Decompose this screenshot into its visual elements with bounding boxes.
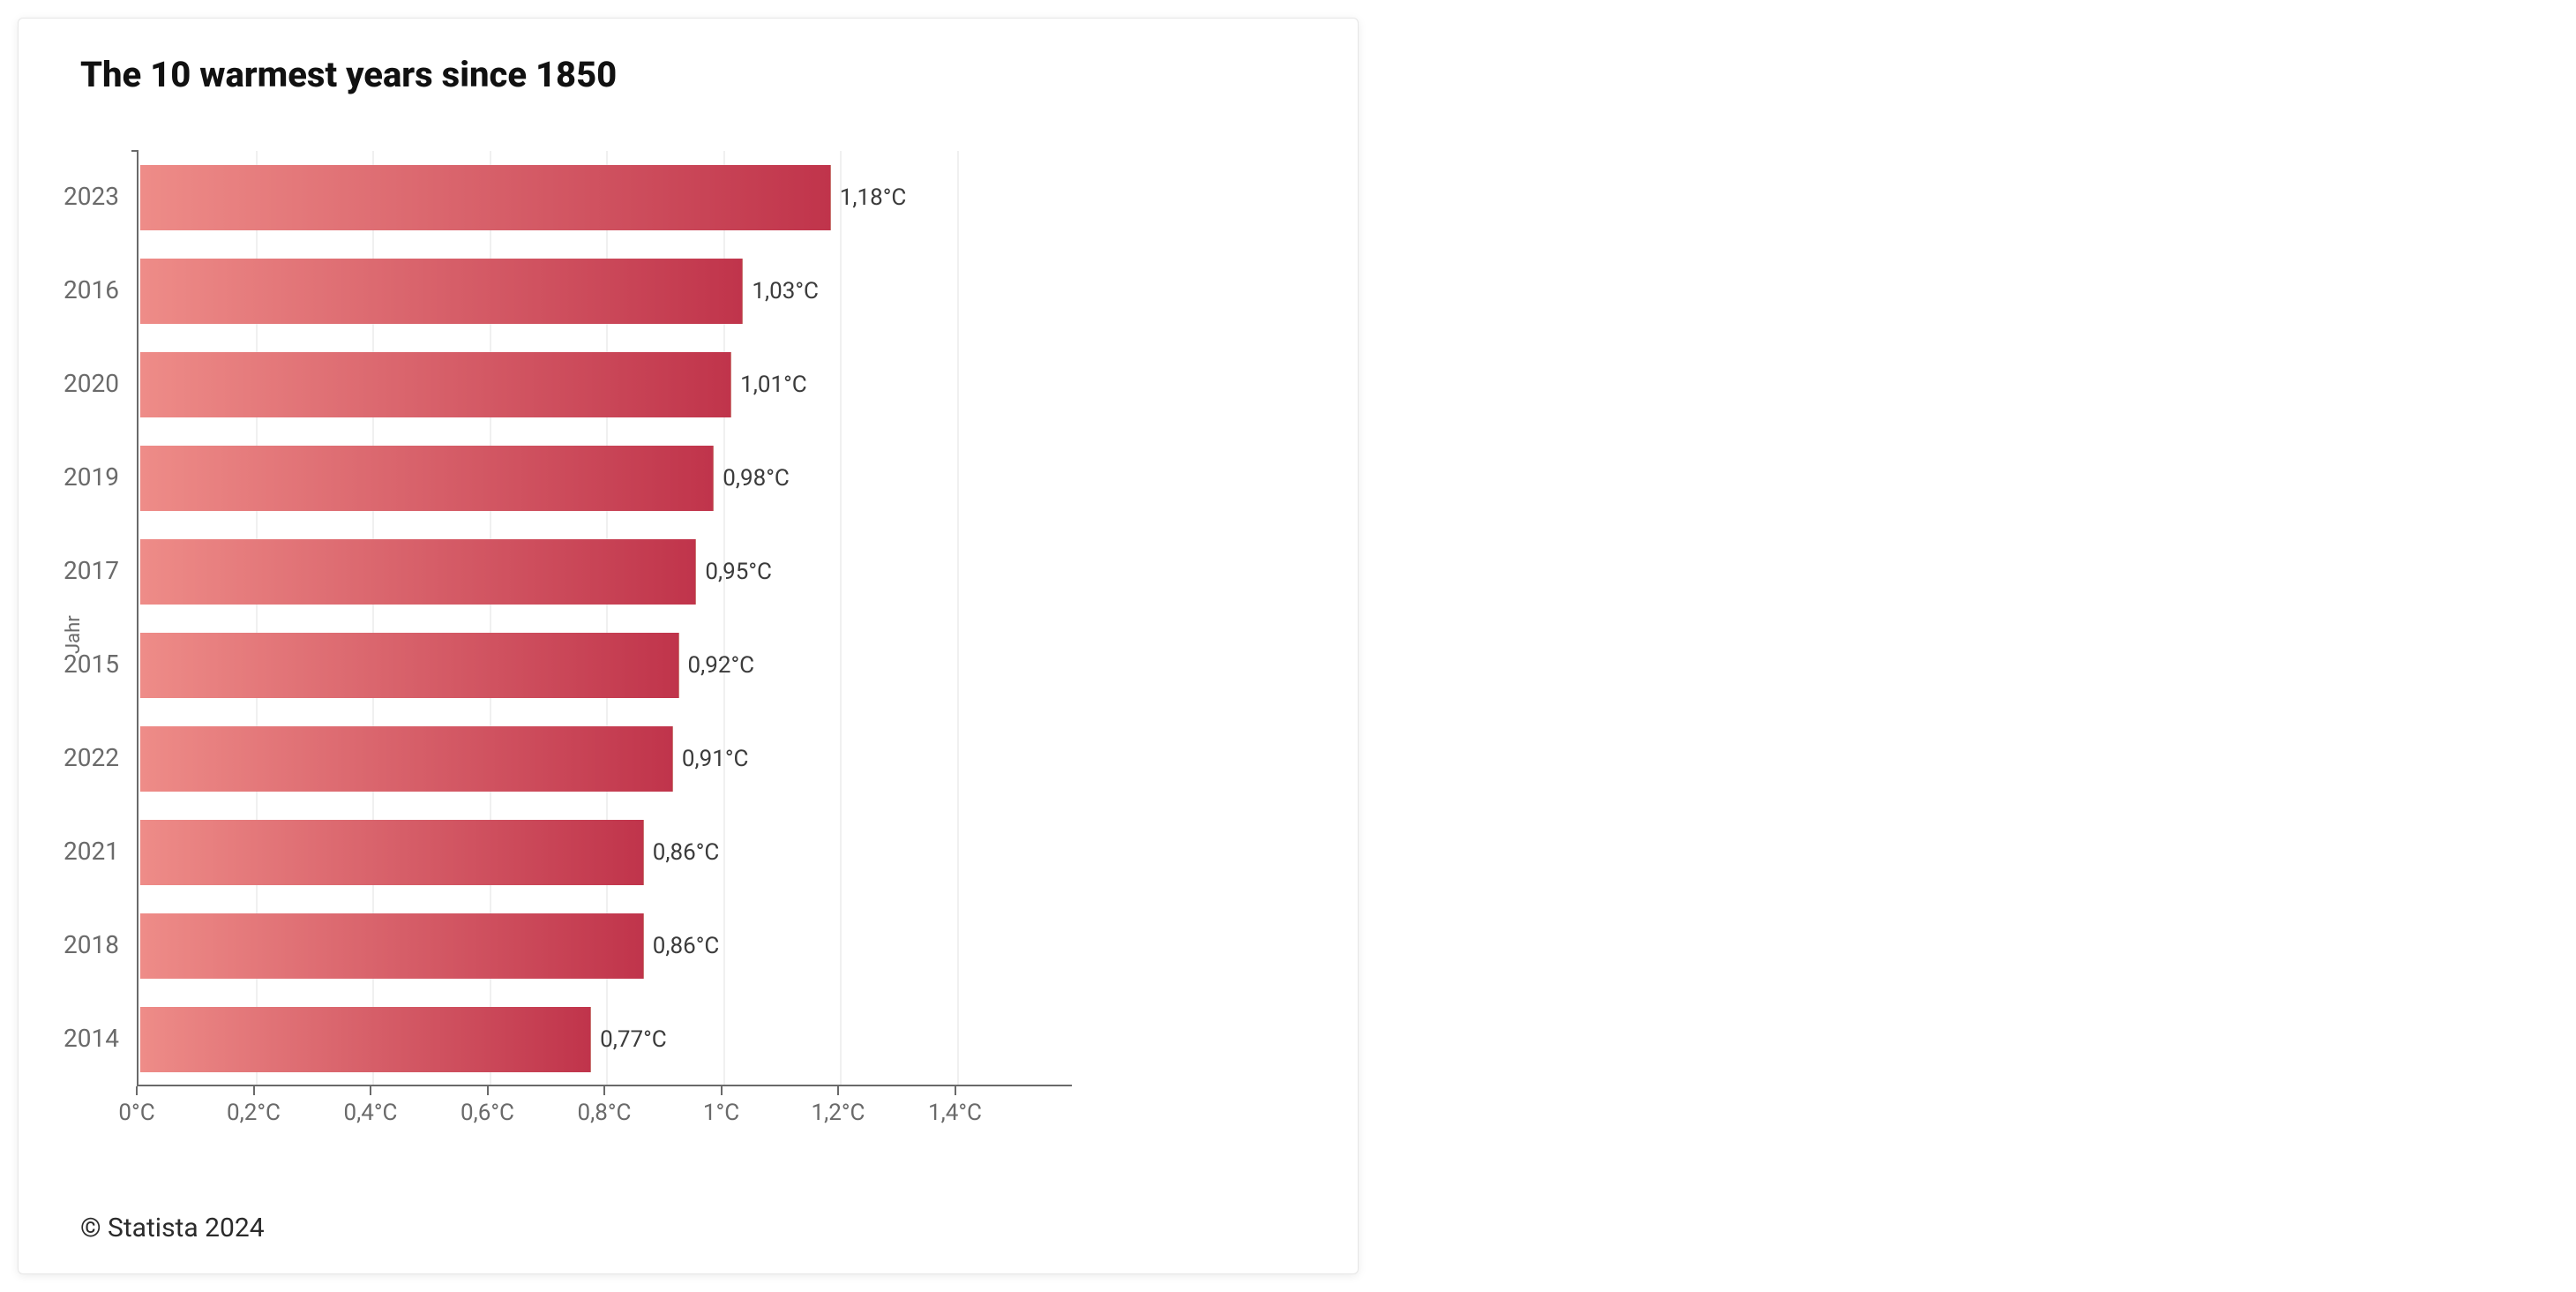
bar xyxy=(140,165,831,230)
bar-row: 0,98°C xyxy=(140,446,790,511)
y-axis-cap xyxy=(131,150,139,152)
bar-row: 1,18°C xyxy=(140,165,906,230)
x-tick-label: 0,4°C xyxy=(344,1100,398,1126)
gridline xyxy=(840,151,842,1085)
x-tick-label: 1,2°C xyxy=(812,1100,865,1126)
bar-row: 0,92°C xyxy=(140,633,754,698)
bar-value-label: 0,95°C xyxy=(705,559,772,585)
bar-value-label: 1,01°C xyxy=(740,372,807,398)
x-tick-mark xyxy=(253,1086,255,1095)
x-tick-mark xyxy=(370,1086,371,1095)
bar-row: 0,95°C xyxy=(140,539,772,605)
bar-value-label: 0,91°C xyxy=(682,746,749,772)
y-tick-label: 2020 xyxy=(13,369,119,398)
x-tick-label: 0°C xyxy=(118,1100,154,1126)
y-tick-label: 2023 xyxy=(13,182,119,211)
x-tick-mark xyxy=(603,1086,605,1095)
y-tick-label: 2018 xyxy=(13,930,119,959)
bar xyxy=(140,539,696,605)
x-tick-mark xyxy=(837,1086,839,1095)
chart-card: The 10 warmest years since 1850 Jahr 1,1… xyxy=(18,18,1359,1274)
x-tick-mark xyxy=(721,1086,723,1095)
plot-area: Jahr 1,18°C1,03°C1,01°C0,98°C0,95°C0,92°… xyxy=(137,151,1072,1139)
x-tick-mark xyxy=(487,1086,489,1095)
bar xyxy=(140,1007,591,1072)
chart-credit: © Statista 2024 xyxy=(80,1213,265,1243)
y-tick-label: 2016 xyxy=(13,275,119,304)
bar xyxy=(140,726,673,792)
bar-value-label: 0,98°C xyxy=(723,465,790,492)
y-tick-label: 2019 xyxy=(13,462,119,492)
y-tick-label: 2014 xyxy=(13,1024,119,1053)
bar xyxy=(140,633,679,698)
x-tick-label: 0,8°C xyxy=(578,1100,632,1126)
gridline xyxy=(957,151,959,1085)
bar-row: 1,03°C xyxy=(140,259,819,324)
bar-row: 1,01°C xyxy=(140,352,807,417)
y-tick-label: 2017 xyxy=(13,556,119,585)
bar-value-label: 0,92°C xyxy=(688,652,755,679)
x-tick-mark xyxy=(955,1086,956,1095)
bar-value-label: 1,18°C xyxy=(840,184,907,211)
x-tick-mark xyxy=(136,1086,138,1095)
x-tick-label: 0,2°C xyxy=(227,1100,281,1126)
bar-row: 0,91°C xyxy=(140,726,748,792)
bar-row: 0,86°C xyxy=(140,913,719,979)
bar xyxy=(140,259,743,324)
bar-value-label: 0,86°C xyxy=(653,839,720,866)
y-tick-label: 2022 xyxy=(13,743,119,772)
bar-value-label: 0,86°C xyxy=(653,933,720,959)
canvas: The 10 warmest years since 1850 Jahr 1,1… xyxy=(0,0,2576,1292)
bar-row: 0,86°C xyxy=(140,820,719,885)
x-tick-label: 0,6°C xyxy=(461,1100,514,1126)
bar xyxy=(140,446,714,511)
bar-value-label: 1,03°C xyxy=(752,278,819,304)
y-axis-title: Jahr xyxy=(63,615,85,654)
x-tick-label: 1°C xyxy=(703,1100,739,1126)
x-tick-label: 1,4°C xyxy=(928,1100,982,1126)
bars-area: 1,18°C 1,03°C 1,01°C 0,98°C 0,95°C 0,92°C 0,91… xyxy=(137,151,1072,1086)
bar xyxy=(140,913,644,979)
y-tick-label: 2015 xyxy=(13,650,119,679)
bar xyxy=(140,352,731,417)
chart-title: The 10 warmest years since 1850 xyxy=(80,54,617,95)
bar-row: 0,77°C xyxy=(140,1007,667,1072)
y-tick-label: 2021 xyxy=(13,837,119,866)
bar-value-label: 0,77°C xyxy=(600,1026,667,1053)
bar xyxy=(140,820,644,885)
